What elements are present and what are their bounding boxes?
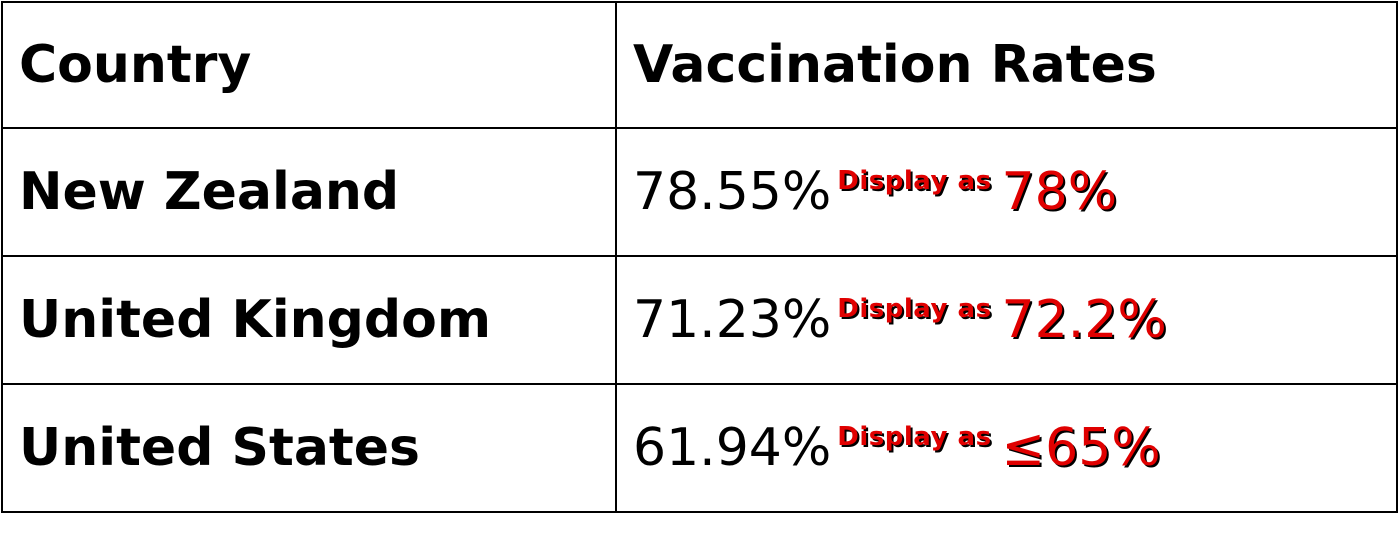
rate-cell: 78.55% Display as 78% (615, 127, 1398, 257)
table-row: New Zealand 78.55% Display as 78% (1, 127, 1398, 257)
header-vaccination-rates: Vaccination Rates (615, 1, 1398, 129)
rate-cell: 71.23% Display as 72.2% (615, 255, 1398, 385)
display-value: 72.2% (1001, 290, 1167, 350)
table-row: United Kingdom 71.23% Display as 72.2% (1, 255, 1398, 385)
country-cell: United States (1, 383, 617, 513)
country-cell: New Zealand (1, 127, 617, 257)
display-as-label: Display as (837, 422, 992, 452)
rate-value: 61.94% (633, 418, 832, 478)
display-value: 78% (1001, 162, 1118, 222)
table-header-row: Country Vaccination Rates (1, 1, 1398, 129)
display-as-label: Display as (837, 294, 992, 324)
country-cell: United Kingdom (1, 255, 617, 385)
rate-value: 78.55% (633, 162, 832, 222)
header-country: Country (1, 1, 617, 129)
rate-cell: 61.94% Display as ≤65% (615, 383, 1398, 513)
vaccination-table: Country Vaccination Rates New Zealand 78… (1, 1, 1398, 513)
rate-value: 71.23% (633, 290, 832, 350)
display-as-label: Display as (837, 166, 992, 196)
display-value: ≤65% (1001, 418, 1161, 478)
table-row: United States 61.94% Display as ≤65% (1, 383, 1398, 513)
